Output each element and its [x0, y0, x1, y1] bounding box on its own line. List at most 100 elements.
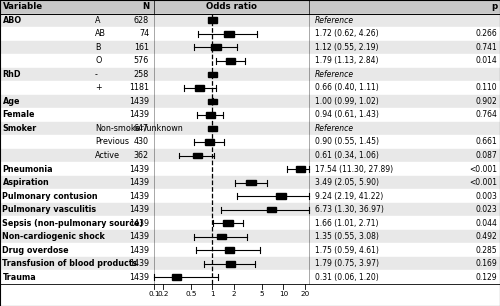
Text: 0.741: 0.741 [476, 43, 498, 52]
Bar [0, 230, 500, 243]
Text: 20: 20 [300, 291, 310, 297]
Bar [0, 203, 500, 216]
Text: 1439: 1439 [129, 192, 149, 200]
Bar [266, 207, 276, 212]
Text: 0.661: 0.661 [476, 137, 498, 147]
Text: 1439: 1439 [129, 273, 149, 282]
Text: 0.044: 0.044 [476, 218, 498, 228]
Text: AB: AB [95, 29, 106, 38]
Text: 74: 74 [139, 29, 149, 38]
Text: 6.73 (1.30, 36.97): 6.73 (1.30, 36.97) [315, 205, 384, 214]
Text: 5: 5 [260, 291, 264, 297]
Text: N: N [142, 2, 149, 11]
Text: 0.110: 0.110 [476, 84, 498, 92]
Text: Reference: Reference [315, 16, 354, 25]
Text: 0.169: 0.169 [476, 259, 498, 268]
Text: 0.61 (0.34, 1.06): 0.61 (0.34, 1.06) [315, 151, 379, 160]
Text: 1.79 (0.75, 3.97): 1.79 (0.75, 3.97) [315, 259, 379, 268]
Bar [204, 139, 214, 145]
Bar [276, 193, 285, 199]
Bar [0, 108, 500, 122]
Text: 576: 576 [134, 56, 149, 65]
Text: Trauma: Trauma [2, 273, 36, 282]
Bar [206, 112, 215, 118]
Bar [226, 261, 235, 267]
Bar [208, 126, 217, 131]
Text: B: B [95, 43, 100, 52]
Text: 1439: 1439 [129, 218, 149, 228]
Text: 0.492: 0.492 [476, 232, 498, 241]
Bar [0, 27, 500, 41]
Bar [0, 135, 500, 149]
Text: 3.49 (2.05, 5.90): 3.49 (2.05, 5.90) [315, 178, 379, 187]
Text: 0.66 (0.40, 1.11): 0.66 (0.40, 1.11) [315, 84, 379, 92]
Text: Pulmonary vasculitis: Pulmonary vasculitis [2, 205, 96, 214]
Text: Pneumonia: Pneumonia [2, 165, 53, 174]
Bar [0, 68, 500, 81]
Text: Reference: Reference [315, 70, 354, 79]
Bar [225, 247, 234, 253]
Text: 0.5: 0.5 [186, 291, 197, 297]
Text: 1439: 1439 [129, 110, 149, 119]
Text: <0.001: <0.001 [470, 178, 498, 187]
Text: 0.129: 0.129 [476, 273, 498, 282]
Bar [224, 220, 232, 226]
Bar [0, 176, 500, 189]
Text: 161: 161 [134, 43, 149, 52]
Bar [224, 31, 234, 37]
Text: RhD: RhD [2, 70, 21, 79]
Bar [296, 166, 306, 172]
Text: 258: 258 [134, 70, 149, 79]
Text: 9.24 (2.19, 41.22): 9.24 (2.19, 41.22) [315, 192, 384, 200]
Text: Transfusion of blood products: Transfusion of blood products [2, 259, 138, 268]
Text: Non-cardiogenic shock: Non-cardiogenic shock [2, 232, 106, 241]
Text: 0.014: 0.014 [476, 56, 498, 65]
Text: Odds ratio: Odds ratio [206, 2, 257, 11]
Bar [212, 44, 220, 50]
Bar [0, 257, 500, 271]
Bar [0, 189, 500, 203]
Bar [0, 95, 500, 108]
Text: 1.72 (0.62, 4.26): 1.72 (0.62, 4.26) [315, 29, 378, 38]
Text: O: O [95, 56, 102, 65]
Text: Smoker: Smoker [2, 124, 37, 133]
Text: Variable: Variable [2, 2, 42, 11]
Text: 362: 362 [134, 151, 149, 160]
Text: 1439: 1439 [129, 165, 149, 174]
Text: 1.79 (1.13, 2.84): 1.79 (1.13, 2.84) [315, 56, 378, 65]
Bar [226, 58, 235, 64]
Text: 1.12 (0.55, 2.19): 1.12 (0.55, 2.19) [315, 43, 378, 52]
Text: +: + [95, 84, 102, 92]
Bar [0, 271, 500, 284]
Text: 0.023: 0.023 [476, 205, 498, 214]
Text: 0.285: 0.285 [476, 246, 498, 255]
Bar [0, 0, 500, 13]
Bar [208, 72, 217, 77]
Text: ABO: ABO [2, 16, 22, 25]
Text: Active: Active [95, 151, 120, 160]
Text: 0.902: 0.902 [476, 97, 498, 106]
Text: Drug overdose: Drug overdose [2, 246, 69, 255]
Bar [0, 13, 500, 27]
Text: 1439: 1439 [129, 178, 149, 187]
Text: 1439: 1439 [129, 246, 149, 255]
Text: 430: 430 [134, 137, 149, 147]
Text: Previous: Previous [95, 137, 129, 147]
Text: Sepsis (non-pulmonary source): Sepsis (non-pulmonary source) [2, 218, 144, 228]
Text: Aspiration: Aspiration [2, 178, 49, 187]
Text: 1.35 (0.55, 3.08): 1.35 (0.55, 3.08) [315, 232, 379, 241]
Bar [0, 243, 500, 257]
Text: 628: 628 [134, 16, 149, 25]
Bar [0, 149, 500, 162]
Text: -: - [95, 70, 98, 79]
Text: Female: Female [2, 110, 35, 119]
Bar [0, 122, 500, 135]
Text: <0.001: <0.001 [470, 165, 498, 174]
Bar [195, 85, 204, 91]
Text: 0.31 (0.06, 1.20): 0.31 (0.06, 1.20) [315, 273, 379, 282]
Text: Age: Age [2, 97, 20, 106]
Bar [192, 153, 202, 158]
Text: 0.087: 0.087 [476, 151, 498, 160]
Text: 0.764: 0.764 [476, 110, 498, 119]
Bar [208, 99, 217, 104]
